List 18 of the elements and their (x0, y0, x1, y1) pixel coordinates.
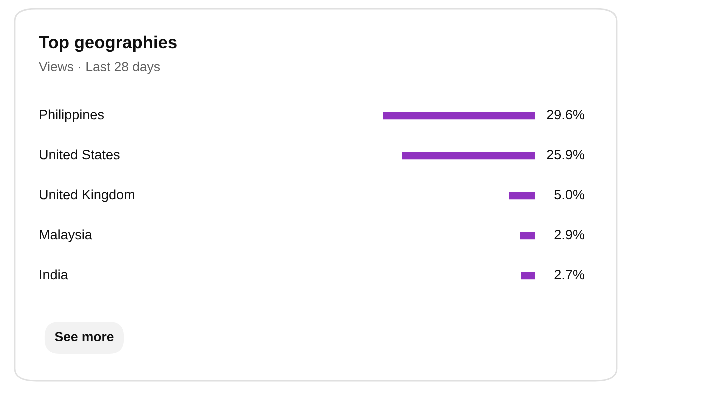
y-tick-label: United Kingdom (40, 190, 134, 202)
bar (383, 112, 535, 120)
y-tick-label: United States (40, 150, 120, 160)
text: Views · Last 28 days (39, 62, 160, 74)
y-tick-label: Malaysia (40, 230, 92, 242)
bar (509, 192, 535, 200)
y-tick-label: India (40, 270, 68, 280)
data-label: 2.9% (554, 230, 585, 240)
bar (402, 152, 535, 160)
bar (521, 272, 535, 280)
text: See more (55, 332, 114, 342)
data-label: 5.0% (554, 190, 585, 200)
data-label: 29.6% (547, 110, 585, 120)
text: Top geographies (39, 36, 177, 52)
data-label: 2.7% (554, 270, 585, 280)
bar (520, 232, 535, 240)
y-tick-label: Philippines (40, 110, 104, 122)
data-label: 25.9% (547, 150, 585, 160)
